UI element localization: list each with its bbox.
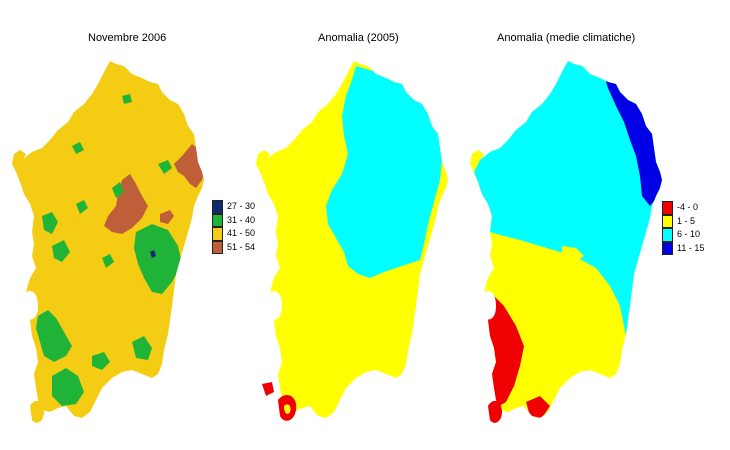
cyan-zone [474, 61, 662, 396]
legend-swatch [212, 227, 223, 241]
green-zones [36, 94, 182, 406]
legend-swatch [662, 201, 673, 215]
map-panel-2 [256, 61, 448, 421]
map-panel-1 [12, 61, 204, 423]
legend-swatch [662, 228, 673, 242]
legend-swatch [212, 240, 223, 254]
map-panel-3 [470, 61, 662, 423]
legend-label: 41 - 50 [227, 228, 256, 238]
legend-swatch [662, 214, 673, 228]
panel-1-title: Novembre 2006 [88, 32, 167, 44]
legend-swatch [212, 213, 223, 227]
panel-2-title: Anomalia (2005) [318, 32, 399, 44]
legend-swatch [212, 200, 223, 214]
legend-label: 51 - 54 [227, 241, 256, 252]
legend-swatch [662, 241, 673, 255]
legend-label: 27 - 30 [227, 201, 256, 211]
legend-label: 11 - 15 [677, 242, 705, 253]
legend-label: 1 - 5 [677, 215, 696, 226]
legend-label: 6 - 10 [677, 229, 701, 239]
cyan-zone [326, 66, 442, 278]
panel-3-title: Anomalia (medie climatiche) [497, 32, 636, 44]
legend-label: 31 - 40 [227, 214, 256, 225]
brown-zone-center [104, 174, 148, 234]
legend-label: -4 - 0 [677, 202, 699, 212]
